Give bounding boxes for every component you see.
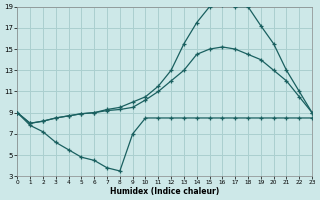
X-axis label: Humidex (Indice chaleur): Humidex (Indice chaleur) [110,187,219,196]
